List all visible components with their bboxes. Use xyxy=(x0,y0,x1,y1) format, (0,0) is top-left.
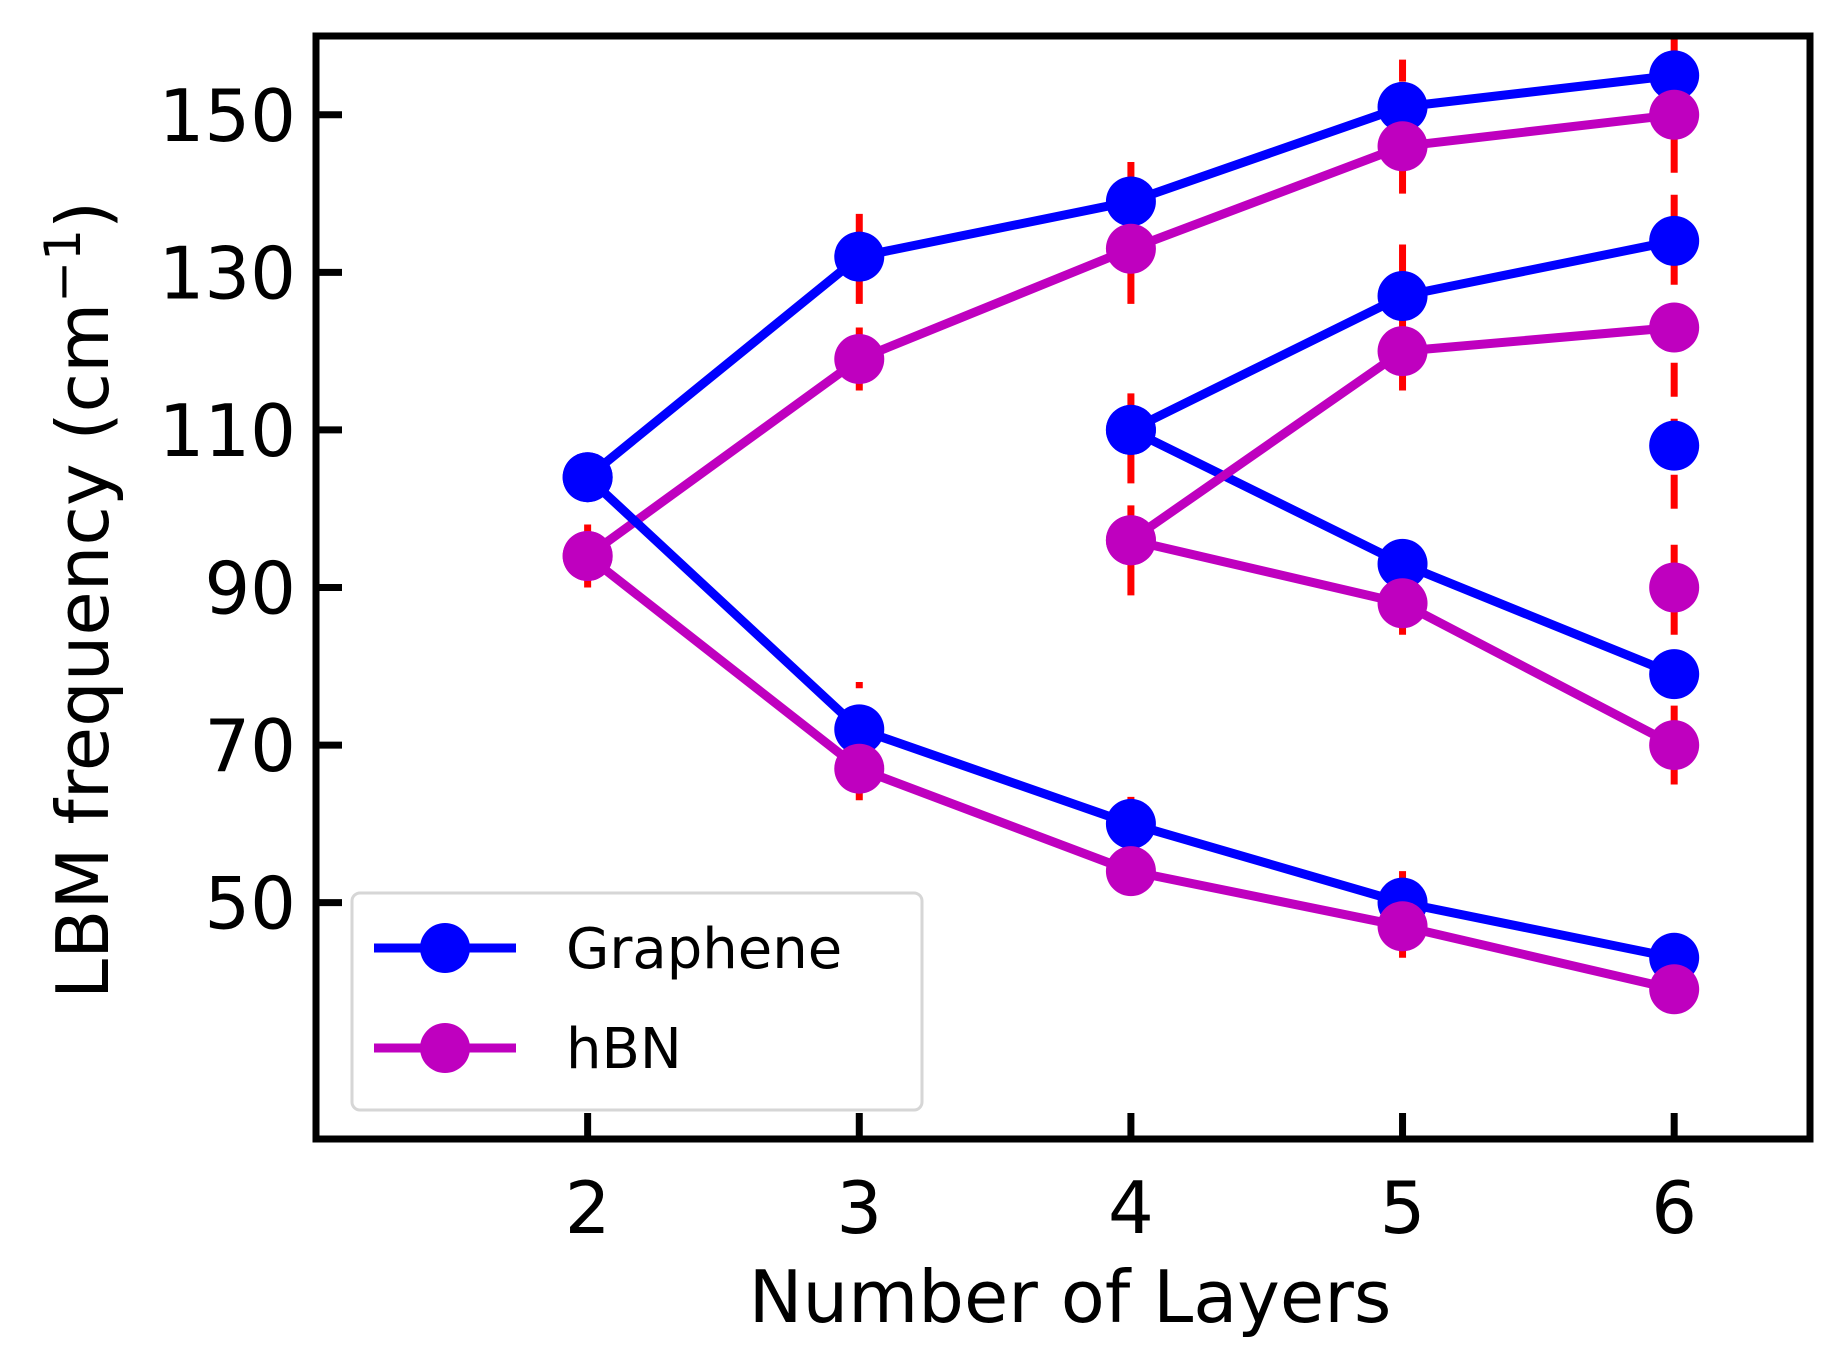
data-point-s3-p3 xyxy=(1377,901,1428,952)
legend-label-1: hBN xyxy=(566,1017,682,1082)
y-tick-label-110: 110 xyxy=(159,389,296,473)
series-layer xyxy=(562,50,1700,1015)
data-point-s6-p1 xyxy=(1377,326,1428,377)
data-point-s7-p2 xyxy=(1649,720,1700,771)
data-point-s0-p3 xyxy=(1377,81,1428,132)
data-point-s1-p3 xyxy=(1377,121,1428,172)
y-axis-title-close: ) xyxy=(41,201,125,229)
legend-marker-1 xyxy=(420,1023,470,1073)
x-axis-title: Number of Layers xyxy=(749,1255,1392,1339)
data-point-s0-p2 xyxy=(1105,176,1156,227)
y-axis-title-main: LBM frequency (cm xyxy=(41,303,125,999)
data-point-s2-p2 xyxy=(1105,798,1156,849)
data-point-s2-p1 xyxy=(834,704,885,755)
data-point-s3-p1 xyxy=(834,743,885,794)
data-point-s1-p2 xyxy=(1105,223,1156,274)
data-point-s3-p4 xyxy=(1649,964,1700,1015)
y-tick-label-150: 150 xyxy=(159,74,296,158)
data-point-s3-p2 xyxy=(1105,846,1156,897)
data-point-s7-p1 xyxy=(1377,578,1428,629)
x-tick-label-5: 5 xyxy=(1380,1166,1426,1250)
y-tick-label-50: 50 xyxy=(204,862,296,946)
data-point-s7-p0 xyxy=(1105,515,1156,566)
y-tick-label-70: 70 xyxy=(204,704,296,788)
y-tick-label-90: 90 xyxy=(204,547,296,631)
data-point-s4-p1 xyxy=(1377,270,1428,321)
y-tick-label-130: 130 xyxy=(159,231,296,315)
data-point-s9-p0 xyxy=(1649,562,1700,613)
y-axis-title-superscript: −1 xyxy=(34,229,92,303)
legend: Graphene hBN xyxy=(350,891,924,1112)
x-tick-label-3: 3 xyxy=(836,1166,882,1250)
data-point-s5-p1 xyxy=(1377,538,1428,589)
legend-marker-0 xyxy=(420,923,470,973)
legend-label-0: Graphene xyxy=(566,917,842,982)
data-point-s2-p0 xyxy=(562,452,613,503)
data-point-s8-p0 xyxy=(1649,420,1700,471)
data-point-s4-p2 xyxy=(1649,215,1700,266)
x-tick-label-6: 6 xyxy=(1651,1166,1697,1250)
data-point-s5-p0 xyxy=(1105,404,1156,455)
x-tick-label-2: 2 xyxy=(565,1166,611,1250)
data-point-s3-p0 xyxy=(562,530,613,581)
data-point-s6-p2 xyxy=(1649,302,1700,353)
data-point-s1-p4 xyxy=(1649,89,1700,140)
axes-layer: 2 3 4 5 6 50 70 90 110 130 150 xyxy=(159,32,1814,1250)
data-point-s5-p2 xyxy=(1649,649,1700,700)
data-point-s1-p1 xyxy=(834,334,885,385)
x-tick-label-4: 4 xyxy=(1108,1166,1154,1250)
data-point-s0-p1 xyxy=(834,231,885,282)
y-axis-title: LBM frequency (cm−1) xyxy=(34,201,125,999)
data-point-s0-p4 xyxy=(1649,50,1700,101)
